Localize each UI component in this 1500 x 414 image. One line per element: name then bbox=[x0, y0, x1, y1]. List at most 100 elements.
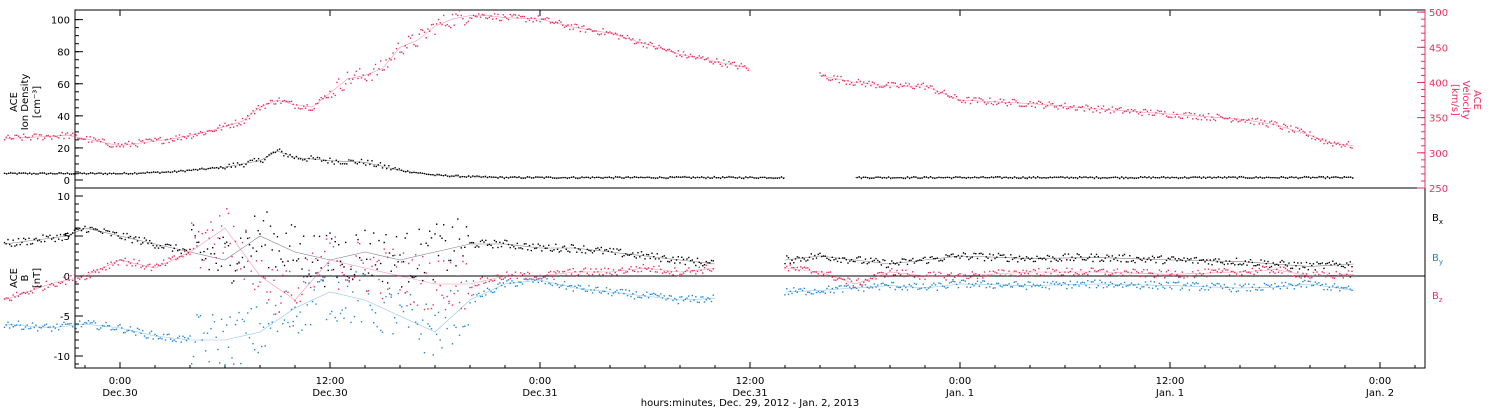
data-point bbox=[1255, 288, 1257, 291]
data-point bbox=[1066, 287, 1068, 290]
data-point bbox=[451, 226, 454, 228]
data-point bbox=[962, 274, 965, 276]
data-point bbox=[1030, 177, 1033, 179]
data-point bbox=[986, 177, 988, 179]
data-point bbox=[343, 317, 345, 319]
data-point bbox=[555, 272, 557, 274]
data-point bbox=[220, 225, 223, 227]
data-point bbox=[446, 269, 448, 271]
data-point bbox=[936, 275, 938, 277]
data-point bbox=[1097, 105, 1099, 108]
data-point bbox=[176, 171, 178, 173]
data-point bbox=[102, 173, 104, 175]
data-point bbox=[259, 323, 261, 325]
data-point bbox=[1155, 285, 1157, 288]
data-point bbox=[295, 155, 298, 158]
data-point bbox=[586, 290, 588, 292]
data-point bbox=[1185, 260, 1187, 263]
data-point bbox=[1088, 256, 1091, 258]
data-point bbox=[1066, 176, 1068, 178]
data-point bbox=[276, 236, 279, 238]
data-point bbox=[166, 138, 168, 141]
data-point bbox=[647, 267, 650, 269]
data-point bbox=[1234, 271, 1236, 274]
data-point bbox=[847, 80, 849, 82]
data-point bbox=[283, 264, 286, 267]
data-point bbox=[51, 238, 53, 240]
data-point bbox=[339, 264, 342, 267]
data-point bbox=[184, 136, 186, 138]
data-point bbox=[957, 286, 959, 289]
data-point bbox=[770, 177, 772, 179]
data-point bbox=[1305, 273, 1308, 275]
data-point bbox=[854, 84, 856, 86]
data-point bbox=[234, 240, 237, 243]
data-point bbox=[233, 225, 235, 228]
data-point bbox=[54, 240, 56, 243]
data-point bbox=[891, 82, 893, 84]
data-point bbox=[1087, 105, 1089, 107]
data-point bbox=[926, 262, 928, 265]
data-point bbox=[755, 177, 757, 179]
data-point bbox=[686, 176, 688, 178]
data-point bbox=[1239, 271, 1241, 273]
data-point bbox=[1111, 273, 1113, 275]
data-point bbox=[1085, 272, 1087, 274]
data-point bbox=[86, 322, 88, 324]
data-point bbox=[955, 275, 958, 277]
data-point bbox=[934, 257, 937, 260]
data-point bbox=[1251, 117, 1253, 120]
data-point bbox=[1260, 289, 1262, 291]
data-point bbox=[30, 243, 32, 245]
data-point bbox=[1216, 261, 1218, 263]
data-point bbox=[166, 262, 168, 264]
data-point bbox=[941, 91, 944, 93]
data-point bbox=[471, 17, 473, 19]
data-point bbox=[1053, 176, 1056, 178]
data-point bbox=[507, 279, 510, 281]
data-point bbox=[732, 176, 734, 178]
data-point bbox=[455, 265, 457, 267]
data-point bbox=[14, 172, 16, 174]
data-point bbox=[1041, 103, 1043, 105]
data-point bbox=[274, 151, 277, 153]
data-point bbox=[621, 255, 623, 258]
data-point bbox=[679, 54, 681, 57]
data-point bbox=[966, 256, 968, 258]
data-point bbox=[1112, 176, 1114, 179]
data-point bbox=[385, 295, 387, 298]
data-point bbox=[418, 228, 420, 231]
data-point bbox=[1071, 268, 1073, 270]
data-point bbox=[441, 347, 443, 349]
data-point bbox=[124, 331, 126, 334]
data-point bbox=[110, 173, 113, 175]
data-point bbox=[145, 138, 147, 141]
data-point bbox=[842, 278, 844, 280]
data-point bbox=[1062, 254, 1064, 257]
data-point bbox=[1137, 177, 1140, 179]
data-point bbox=[1160, 110, 1162, 112]
data-point bbox=[339, 163, 342, 165]
data-point bbox=[1277, 271, 1280, 273]
data-point bbox=[833, 75, 835, 77]
data-point bbox=[1069, 270, 1071, 273]
data-point bbox=[898, 86, 900, 89]
data-point bbox=[101, 268, 104, 271]
data-point bbox=[805, 293, 807, 296]
data-point bbox=[180, 255, 182, 257]
data-point bbox=[829, 259, 832, 262]
data-point bbox=[1104, 282, 1106, 284]
data-point bbox=[1265, 125, 1267, 127]
bottom-legend: Bx By Bz bbox=[1432, 213, 1443, 304]
data-point bbox=[899, 83, 902, 85]
data-point bbox=[700, 296, 702, 298]
data-point bbox=[814, 254, 816, 257]
data-point bbox=[236, 319, 238, 322]
data-point bbox=[26, 243, 28, 246]
data-point bbox=[374, 312, 377, 314]
data-point bbox=[331, 161, 333, 163]
data-point bbox=[1127, 109, 1129, 111]
data-point bbox=[992, 254, 994, 256]
data-point bbox=[1055, 176, 1058, 178]
data-point bbox=[864, 85, 867, 88]
